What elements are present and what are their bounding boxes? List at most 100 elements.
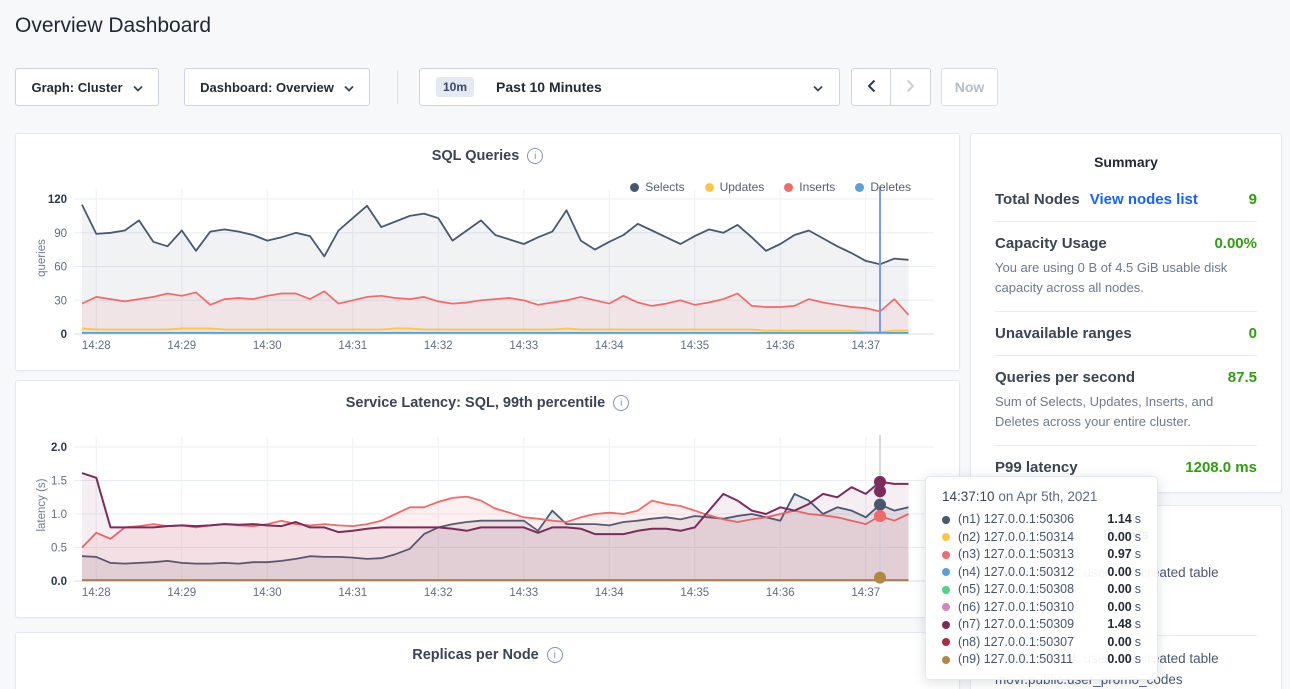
- dashboard-dropdown-label: Dashboard: Overview: [200, 79, 334, 95]
- svg-text:14:32: 14:32: [424, 587, 453, 599]
- chart-title-row: SQL Queries i: [16, 148, 959, 164]
- summary-row-line: Unavailable ranges 0: [995, 325, 1257, 342]
- svg-text:0.0: 0.0: [51, 576, 67, 588]
- tooltip-node-unit: s: [1134, 564, 1141, 579]
- tooltip-node-label: (n3) 127.0.0.1:50313: [958, 547, 1075, 561]
- series-color-dot: [942, 603, 950, 612]
- svg-text:14:34: 14:34: [595, 340, 624, 352]
- summary-row-label: Unavailable ranges: [995, 325, 1132, 342]
- tooltip-node-row: (n5) 127.0.0.1:50308 0.00 s: [942, 581, 1141, 599]
- toolbar-divider: [397, 70, 398, 104]
- legend-item-inserts[interactable]: Inserts: [784, 180, 835, 194]
- tooltip-node-row: (n6) 127.0.0.1:50310 0.00 s: [942, 599, 1141, 617]
- dashboard-dropdown[interactable]: Dashboard: Overview: [184, 68, 370, 106]
- time-prev-button[interactable]: [851, 68, 892, 106]
- chevron-right-icon: [906, 79, 915, 96]
- tooltip-node-label: (n4) 127.0.0.1:50312: [958, 564, 1075, 579]
- sql-queries-chart-card: 0 30 60 90 120 14:28 14:29 14:30 14:31 14:32 14:33…: [15, 133, 960, 371]
- replicas-per-node-chart-card: Replicas per Node i: [15, 632, 960, 689]
- tooltip-node-row: (n2) 127.0.0.1:50314 0.00 s: [942, 529, 1141, 547]
- summary-row-note: You are using 0 B of 4.5 GiB usable disk…: [995, 260, 1228, 295]
- chart-title: SQL Queries: [431, 148, 520, 164]
- svg-text:1.5: 1.5: [51, 476, 67, 488]
- svg-text:14:34: 14:34: [595, 587, 624, 599]
- svg-text:14:33: 14:33: [509, 587, 538, 599]
- graph-dropdown-label: Graph: Cluster: [31, 79, 123, 95]
- chart-title-row: Service Latency: SQL, 99th percentile i: [16, 395, 959, 411]
- tooltip-node-label: (n8) 127.0.0.1:50307: [958, 634, 1075, 649]
- summary-row-line: P99 latency 1208.0 ms: [995, 459, 1257, 476]
- legend-item-updates[interactable]: Updates: [704, 180, 764, 194]
- series-color-dot: [942, 638, 950, 647]
- series-color-dot: [942, 515, 950, 524]
- svg-text:0.5: 0.5: [51, 543, 67, 555]
- chart-hover-tooltip: 14:37:10 on Apr 5th, 2021 (n1) 127.0.0.1…: [925, 476, 1158, 680]
- svg-text:120: 120: [48, 194, 67, 206]
- info-icon[interactable]: i: [613, 395, 630, 411]
- now-button[interactable]: Now: [941, 68, 998, 106]
- legend-dot: [784, 182, 794, 192]
- series-color-dot: [942, 585, 950, 594]
- chart-legend: Selects Updates Inserts Deletes: [630, 180, 911, 194]
- y-axis-label: queries: [36, 239, 48, 277]
- tooltip-node-unit: s: [1134, 652, 1141, 666]
- tooltip-node-unit: s: [1134, 634, 1141, 649]
- view-nodes-list-link[interactable]: View nodes list: [1089, 191, 1198, 208]
- svg-text:14:31: 14:31: [338, 340, 367, 352]
- legend-item-deletes[interactable]: Deletes: [855, 180, 911, 194]
- svg-text:14:30: 14:30: [253, 587, 282, 599]
- summary-row-line: Total Nodes View nodes list 9: [995, 191, 1257, 208]
- tooltip-node-unit: s: [1134, 529, 1141, 544]
- summary-row: Total Nodes View nodes list 9: [995, 178, 1257, 222]
- summary-row-value: 0: [1248, 325, 1257, 342]
- tooltip-node-row: (n7) 127.0.0.1:50309 1.48 s: [942, 616, 1141, 634]
- svg-text:90: 90: [54, 228, 67, 240]
- summary-row-value: 9: [1248, 191, 1257, 208]
- legend-label: Deletes: [870, 180, 911, 194]
- chart-title-row: Replicas per Node i: [16, 647, 959, 663]
- svg-text:30: 30: [54, 295, 67, 307]
- tooltip-node-row: (n1) 127.0.0.1:50306 1.14 s: [942, 511, 1141, 529]
- summary-row-label: Capacity Usage: [995, 235, 1107, 252]
- tooltip-node-value: 0.00: [1107, 599, 1132, 614]
- svg-text:14:32: 14:32: [424, 340, 453, 352]
- info-icon[interactable]: i: [527, 148, 544, 164]
- chevron-down-icon: [132, 80, 143, 95]
- summary-row-note: Sum of Selects, Updates, Inserts, and De…: [995, 394, 1214, 429]
- tooltip-node-unit: s: [1134, 547, 1141, 561]
- svg-text:2.0: 2.0: [51, 442, 67, 454]
- summary-row-label: P99 latency: [995, 459, 1078, 476]
- tooltip-node-value: 0.00: [1107, 529, 1132, 544]
- time-range-label: Past 10 Minutes: [496, 79, 602, 95]
- graph-dropdown[interactable]: Graph: Cluster: [15, 68, 159, 106]
- svg-text:14:30: 14:30: [253, 340, 282, 352]
- summary-panel: Summary Total Nodes View nodes list 9 Capac…: [970, 133, 1282, 493]
- tooltip-node-value: 1.14: [1107, 512, 1132, 526]
- summary-row: Queries per second 87.5 Sum of Selects, Up…: [995, 356, 1257, 446]
- time-next-button[interactable]: [890, 68, 931, 106]
- summary-row-value: 1208.0 ms: [1185, 459, 1257, 476]
- summary-row-line: Capacity Usage 0.00%: [995, 235, 1257, 252]
- info-icon[interactable]: i: [546, 647, 563, 663]
- tooltip-node-label: (n5) 127.0.0.1:50308: [958, 582, 1075, 596]
- time-range-dropdown[interactable]: 10m Past 10 Minutes: [419, 68, 840, 106]
- service-latency-chart[interactable]: 0.0 0.5 1.0 1.5 2.0 14:28 14:29 14:30 14:31 14:32…: [16, 381, 959, 617]
- tooltip-node-value: 0.00: [1107, 652, 1132, 666]
- chevron-left-icon: [867, 79, 876, 96]
- tooltip-node-unit: s: [1134, 599, 1141, 614]
- tooltip-node-value: 0.00: [1107, 564, 1132, 579]
- sql-queries-chart[interactable]: 0 30 60 90 120 14:28 14:29 14:30 14:31 14:32 14:33…: [16, 134, 959, 370]
- legend-item-selects[interactable]: Selects: [630, 180, 685, 194]
- chart-title: Service Latency: SQL, 99th percentile: [345, 395, 606, 411]
- tooltip-node-value: 0.00: [1107, 634, 1132, 649]
- svg-text:14:29: 14:29: [167, 587, 196, 599]
- tooltip-node-row: (n8) 127.0.0.1:50307 0.00 s: [942, 634, 1141, 652]
- summary-row-value: 87.5: [1227, 369, 1257, 386]
- svg-text:14:36: 14:36: [766, 587, 795, 599]
- tooltip-timestamp: 14:37:10 on Apr 5th, 2021: [942, 489, 1098, 504]
- tooltip-node-unit: s: [1134, 512, 1141, 526]
- tooltip-node-unit: s: [1134, 582, 1141, 596]
- legend-dot: [855, 182, 865, 192]
- tooltip-node-unit: s: [1134, 617, 1141, 631]
